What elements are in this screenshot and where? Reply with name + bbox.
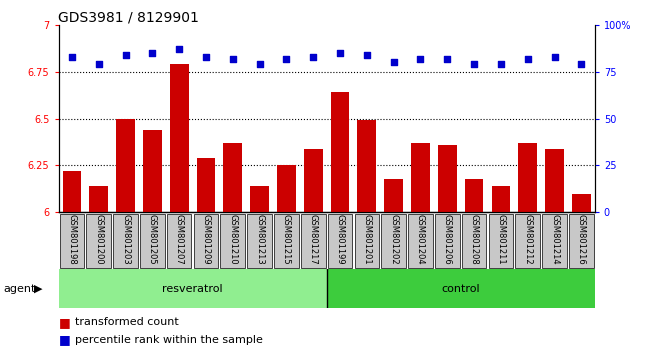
Point: [496, 61, 506, 67]
Text: ■: ■: [58, 333, 70, 346]
Bar: [143, 130, 162, 212]
Point: [335, 50, 345, 56]
FancyBboxPatch shape: [328, 213, 352, 268]
FancyBboxPatch shape: [247, 213, 272, 268]
Text: GSM801214: GSM801214: [550, 214, 559, 265]
FancyBboxPatch shape: [382, 213, 406, 268]
Point: [308, 54, 318, 59]
Point: [469, 61, 479, 67]
Text: GSM801212: GSM801212: [523, 214, 532, 265]
Point: [281, 56, 292, 61]
FancyBboxPatch shape: [58, 269, 326, 308]
Bar: [384, 179, 403, 212]
Point: [120, 52, 131, 58]
Point: [523, 56, 533, 61]
Point: [389, 59, 399, 65]
Point: [254, 61, 265, 67]
Point: [415, 56, 426, 61]
FancyBboxPatch shape: [301, 213, 326, 268]
Text: resveratrol: resveratrol: [162, 284, 223, 293]
Bar: [545, 149, 564, 212]
Bar: [518, 143, 537, 212]
Point: [361, 52, 372, 58]
FancyBboxPatch shape: [274, 213, 299, 268]
Text: GSM801216: GSM801216: [577, 214, 586, 265]
Point: [174, 46, 185, 52]
Text: GSM801204: GSM801204: [416, 214, 425, 265]
FancyBboxPatch shape: [542, 213, 567, 268]
Text: agent: agent: [3, 284, 36, 293]
Text: GDS3981 / 8129901: GDS3981 / 8129901: [58, 11, 200, 25]
Text: GSM801210: GSM801210: [228, 214, 237, 265]
FancyBboxPatch shape: [86, 213, 111, 268]
Point: [227, 56, 238, 61]
FancyBboxPatch shape: [569, 213, 593, 268]
Bar: [411, 143, 430, 212]
Text: GSM801205: GSM801205: [148, 214, 157, 265]
Bar: [277, 165, 296, 212]
Bar: [304, 149, 322, 212]
Bar: [491, 186, 510, 212]
Point: [549, 54, 560, 59]
FancyBboxPatch shape: [60, 213, 84, 268]
Bar: [465, 179, 484, 212]
FancyBboxPatch shape: [194, 213, 218, 268]
Bar: [331, 92, 350, 212]
Bar: [438, 145, 457, 212]
Text: GSM801217: GSM801217: [309, 214, 318, 265]
Bar: [170, 64, 188, 212]
FancyBboxPatch shape: [326, 269, 595, 308]
Text: percentile rank within the sample: percentile rank within the sample: [75, 335, 263, 345]
FancyBboxPatch shape: [354, 213, 379, 268]
FancyBboxPatch shape: [435, 213, 460, 268]
Bar: [250, 186, 269, 212]
FancyBboxPatch shape: [515, 213, 540, 268]
Point: [201, 54, 211, 59]
FancyBboxPatch shape: [220, 213, 245, 268]
FancyBboxPatch shape: [113, 213, 138, 268]
Text: ▶: ▶: [34, 284, 42, 293]
Bar: [572, 194, 591, 212]
FancyBboxPatch shape: [408, 213, 433, 268]
Point: [442, 56, 452, 61]
Point: [67, 54, 77, 59]
Text: GSM801202: GSM801202: [389, 214, 398, 265]
Text: GSM801211: GSM801211: [497, 214, 506, 265]
FancyBboxPatch shape: [140, 213, 164, 268]
Text: transformed count: transformed count: [75, 317, 179, 327]
Point: [576, 61, 586, 67]
Text: ■: ■: [58, 316, 70, 329]
Text: control: control: [441, 284, 480, 293]
Bar: [89, 186, 108, 212]
Text: GSM801206: GSM801206: [443, 214, 452, 265]
Bar: [224, 143, 242, 212]
Bar: [62, 171, 81, 212]
Point: [94, 61, 104, 67]
Text: GSM801199: GSM801199: [335, 214, 345, 265]
Bar: [116, 119, 135, 212]
Text: GSM801198: GSM801198: [68, 214, 77, 265]
Text: GSM801203: GSM801203: [121, 214, 130, 265]
Text: GSM801209: GSM801209: [202, 214, 211, 265]
Text: GSM801215: GSM801215: [282, 214, 291, 265]
Text: GSM801207: GSM801207: [175, 214, 184, 265]
Text: GSM801201: GSM801201: [362, 214, 371, 265]
Text: GSM801200: GSM801200: [94, 214, 103, 265]
Text: GSM801213: GSM801213: [255, 214, 264, 265]
FancyBboxPatch shape: [462, 213, 486, 268]
Point: [147, 50, 157, 56]
Bar: [196, 158, 215, 212]
FancyBboxPatch shape: [167, 213, 192, 268]
FancyBboxPatch shape: [489, 213, 514, 268]
Text: GSM801208: GSM801208: [469, 214, 478, 265]
Bar: [358, 120, 376, 212]
